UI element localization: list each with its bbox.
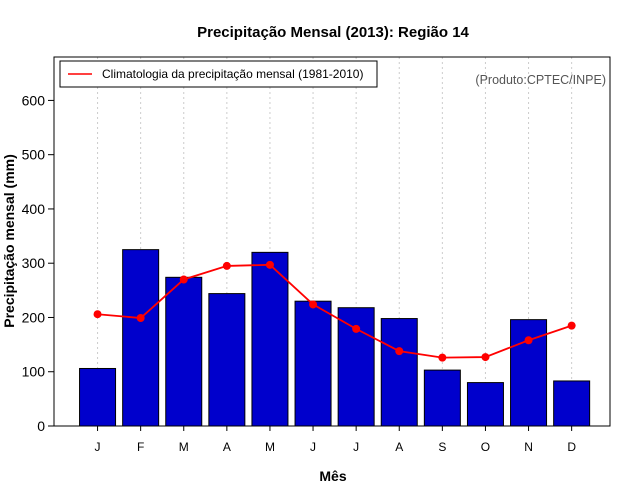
- climatology-point-7: [352, 324, 361, 333]
- x-tick-label: J: [95, 440, 101, 454]
- x-tick-label: A: [223, 440, 231, 454]
- climatology-point-3: [179, 275, 188, 284]
- x-tick-label: M: [265, 440, 275, 454]
- product-credit: (Produto:CPTEC/INPE): [475, 73, 606, 87]
- x-tick-label: N: [524, 440, 533, 454]
- grid-lines: [97, 57, 573, 426]
- legend-box: [59, 60, 378, 88]
- bar-4: [208, 293, 246, 427]
- x-axis-label: Mês: [319, 468, 346, 484]
- y-tick-label: 600: [22, 92, 46, 108]
- x-tick-label: M: [179, 440, 189, 454]
- y-tick-label: 200: [22, 309, 46, 325]
- y-axis: 0 100 200 300 400 500 600: [22, 92, 54, 434]
- y-tick-label: 0: [37, 418, 45, 434]
- x-tick-label: S: [438, 440, 446, 454]
- bar-series: [79, 249, 591, 427]
- climatology-point-2: [136, 314, 145, 323]
- x-tick-label: D: [567, 440, 576, 454]
- bar-2: [122, 249, 160, 427]
- y-tick-label: 300: [22, 255, 46, 271]
- climatology-line-series: [93, 260, 576, 362]
- climatology-point-6: [309, 300, 318, 309]
- y-axis-label: Precipitação mensal (mm): [1, 154, 17, 328]
- x-tick-label: A: [395, 440, 403, 454]
- y-tick-label: 100: [22, 364, 46, 380]
- bar-3: [165, 276, 203, 427]
- climatology-point-5: [265, 260, 274, 269]
- plot-frame: [53, 56, 611, 427]
- climatology-point-8: [395, 347, 404, 356]
- x-tick-label: F: [137, 440, 144, 454]
- chart-title: Precipitação Mensal (2013): Região 14: [197, 24, 469, 41]
- x-tick-label: O: [481, 440, 490, 454]
- climatology-point-10: [481, 353, 490, 362]
- bar-6: [294, 300, 332, 427]
- bar-9: [423, 369, 461, 427]
- climatology-point-1: [93, 310, 102, 319]
- bar-12: [553, 380, 591, 427]
- y-tick-label: 400: [22, 201, 46, 217]
- climatology-point-9: [438, 353, 447, 362]
- bar-8: [380, 318, 418, 427]
- climatology-point-11: [524, 336, 533, 345]
- legend: Climatologia da precipitação mensal (198…: [59, 60, 378, 88]
- bar-5: [251, 251, 289, 427]
- legend-label: Climatologia da precipitação mensal (198…: [102, 67, 363, 81]
- climatology-point-4: [222, 261, 231, 270]
- bar-10: [466, 382, 504, 427]
- climatology-point-12: [567, 321, 576, 330]
- y-tick-label: 500: [22, 147, 46, 163]
- x-tick-label: J: [353, 440, 359, 454]
- bar-1: [79, 367, 117, 427]
- x-tick-label: J: [310, 440, 316, 454]
- climatology-line: [97, 263, 572, 359]
